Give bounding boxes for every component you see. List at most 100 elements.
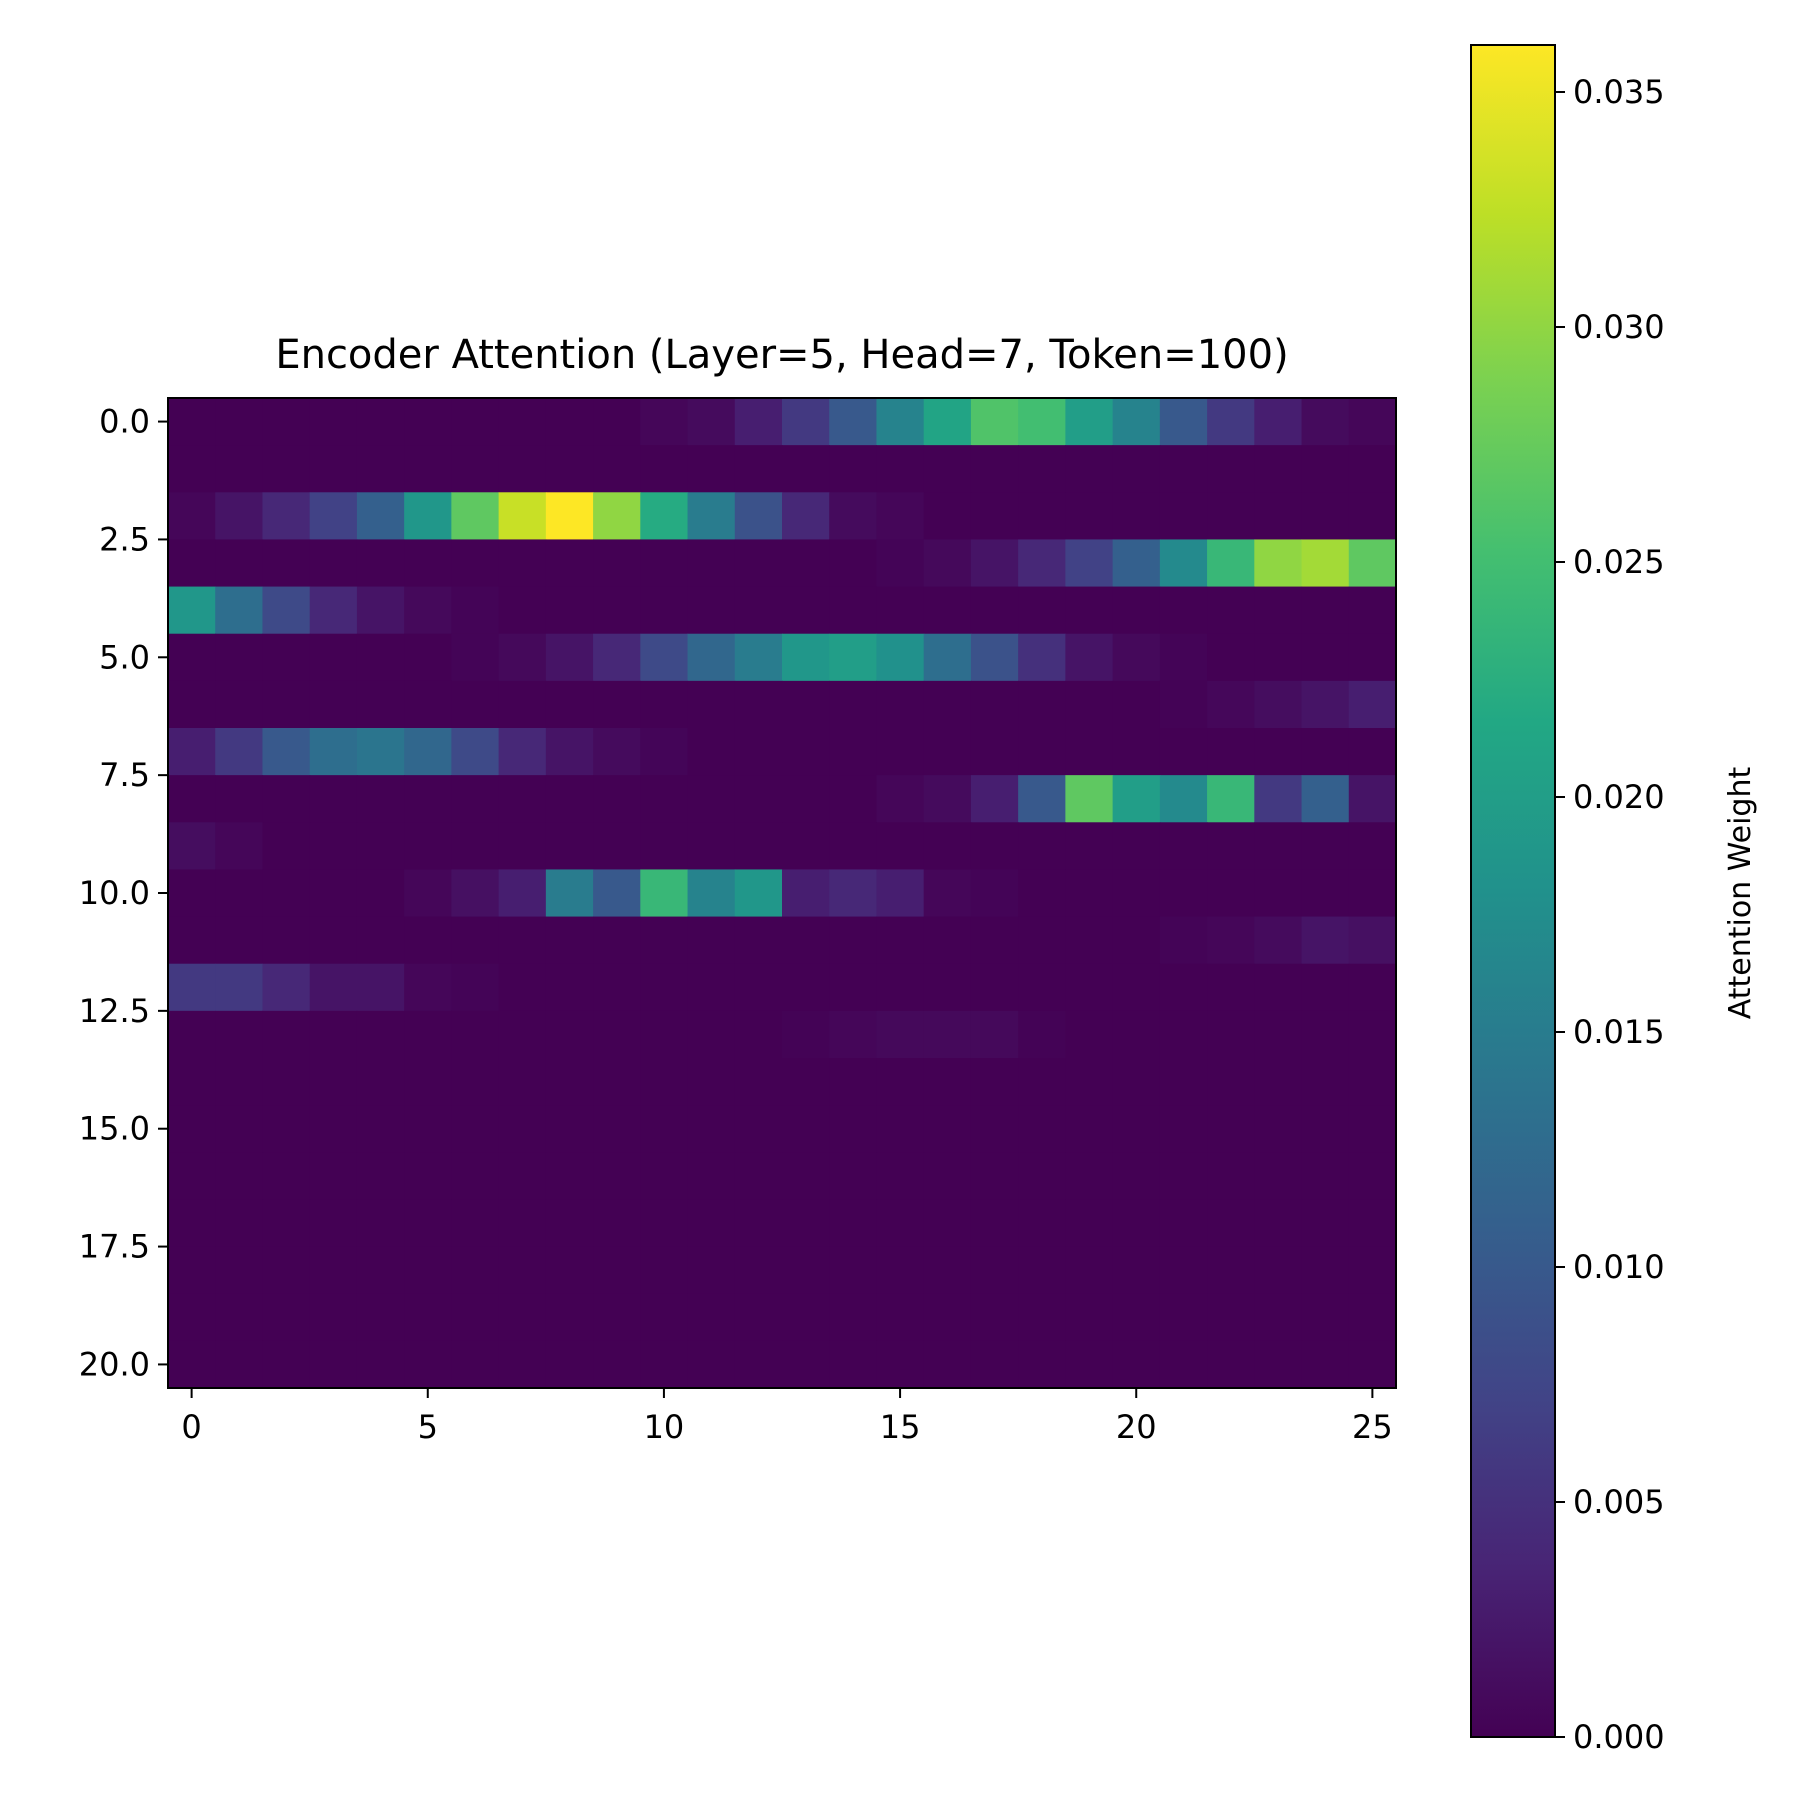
heatmap-cell <box>1065 963 1114 1012</box>
heatmap-cell <box>404 539 452 588</box>
heatmap-cell <box>545 869 594 918</box>
heatmap-cell <box>829 963 878 1012</box>
heatmap-cell <box>640 586 689 635</box>
heatmap-cell <box>734 1058 783 1106</box>
heatmap-cell <box>876 869 925 918</box>
heatmap-cell <box>593 586 641 635</box>
heatmap-cell <box>1348 1010 1397 1059</box>
heatmap-cell <box>545 1058 594 1106</box>
heatmap-cell <box>829 728 878 776</box>
heatmap-cell <box>309 1058 358 1106</box>
heatmap-cell <box>498 492 547 541</box>
heatmap-cell <box>309 633 358 682</box>
heatmap-cell <box>1018 1340 1066 1389</box>
heatmap-cell <box>1112 1246 1161 1295</box>
heatmap-cell <box>262 445 311 493</box>
heatmap-cell <box>876 1340 925 1389</box>
heatmap-cell <box>404 1293 452 1342</box>
heatmap-cell <box>1159 1010 1208 1059</box>
heatmap-cell <box>640 1058 689 1106</box>
heatmap-cell <box>923 539 972 588</box>
heatmap-cell <box>640 916 689 965</box>
heatmap-cell <box>687 1246 736 1295</box>
heatmap-cell <box>404 963 452 1012</box>
heatmap-cell <box>545 916 594 965</box>
heatmap-cell <box>498 1010 547 1059</box>
heatmap-cell <box>1207 869 1255 918</box>
heatmap-cell <box>1159 539 1208 588</box>
heatmap-cell <box>593 492 641 541</box>
heatmap-cell <box>168 1293 216 1342</box>
heatmap-cell <box>1207 680 1255 729</box>
heatmap-cell <box>309 728 358 776</box>
heatmap-cell <box>262 822 311 871</box>
heatmap-cell <box>309 680 358 729</box>
heatmap-cell <box>829 680 878 729</box>
heatmap-cell <box>1348 445 1397 493</box>
colorbar-tick-label: 0.030 <box>1573 308 1665 346</box>
heatmap-cell <box>640 728 689 776</box>
heatmap-cell <box>782 445 830 493</box>
heatmap-cell <box>545 822 594 871</box>
heatmap-cell <box>687 1293 736 1342</box>
heatmap-cell <box>1159 1293 1208 1342</box>
heatmap-cell <box>404 1152 452 1201</box>
heatmap-cell <box>451 1246 500 1295</box>
heatmap-cell <box>1254 728 1303 776</box>
heatmap-cell <box>168 1010 216 1059</box>
heatmap-cell <box>734 822 783 871</box>
heatmap-cell <box>215 680 264 729</box>
heatmap-cell <box>970 822 1019 871</box>
heatmap-cell <box>1065 822 1114 871</box>
heatmap-cell <box>262 1010 311 1059</box>
heatmap-cell <box>782 1152 830 1201</box>
heatmap-cell <box>923 1105 972 1153</box>
heatmap-cell <box>404 633 452 682</box>
heatmap-cell <box>262 1152 311 1201</box>
heatmap-cell <box>215 633 264 682</box>
heatmap-cell <box>782 963 830 1012</box>
heatmap-cell <box>876 963 925 1012</box>
heatmap-cell <box>876 398 925 446</box>
heatmap-cell <box>1065 539 1114 588</box>
heatmap-cell <box>593 1010 641 1059</box>
heatmap-cell <box>545 633 594 682</box>
heatmap-cell <box>1348 398 1397 446</box>
heatmap-cell <box>640 1152 689 1201</box>
heatmap-cell <box>970 869 1019 918</box>
heatmap-cell <box>168 1058 216 1106</box>
colorbar-tick-label: 0.015 <box>1573 1013 1665 1051</box>
heatmap-cell <box>1348 963 1397 1012</box>
heatmap-cell <box>309 963 358 1012</box>
heatmap-cell <box>309 445 358 493</box>
colorbar-tick-label: 0.000 <box>1573 1718 1665 1756</box>
heatmap-cell <box>309 586 358 635</box>
colorbar-tick-label: 0.010 <box>1573 1248 1665 1286</box>
heatmap-cell <box>168 1246 216 1295</box>
heatmap-cell <box>1159 728 1208 776</box>
heatmap-cell <box>1018 869 1066 918</box>
heatmap-cell <box>923 822 972 871</box>
heatmap-cell <box>215 539 264 588</box>
heatmap-cell <box>215 1010 264 1059</box>
heatmap-cell <box>404 1246 452 1295</box>
heatmap-cell <box>876 822 925 871</box>
heatmap-cell <box>356 1293 405 1342</box>
heatmap-cell <box>215 1058 264 1106</box>
heatmap-cell <box>1159 1152 1208 1201</box>
heatmap-cell <box>687 586 736 635</box>
heatmap-cell <box>876 680 925 729</box>
heatmap-cell <box>593 445 641 493</box>
heatmap-cell <box>1254 963 1303 1012</box>
heatmap-cell <box>1254 775 1303 823</box>
heatmap-cell <box>923 586 972 635</box>
heatmap-cell <box>498 869 547 918</box>
heatmap-cell <box>593 775 641 823</box>
heatmap-cell <box>545 445 594 493</box>
heatmap-cell <box>545 1010 594 1059</box>
heatmap-cell <box>734 1246 783 1295</box>
heatmap-cell <box>1348 1246 1397 1295</box>
colorbar <box>1470 44 1556 1738</box>
heatmap-cell <box>1065 728 1114 776</box>
heatmap-cell <box>498 963 547 1012</box>
